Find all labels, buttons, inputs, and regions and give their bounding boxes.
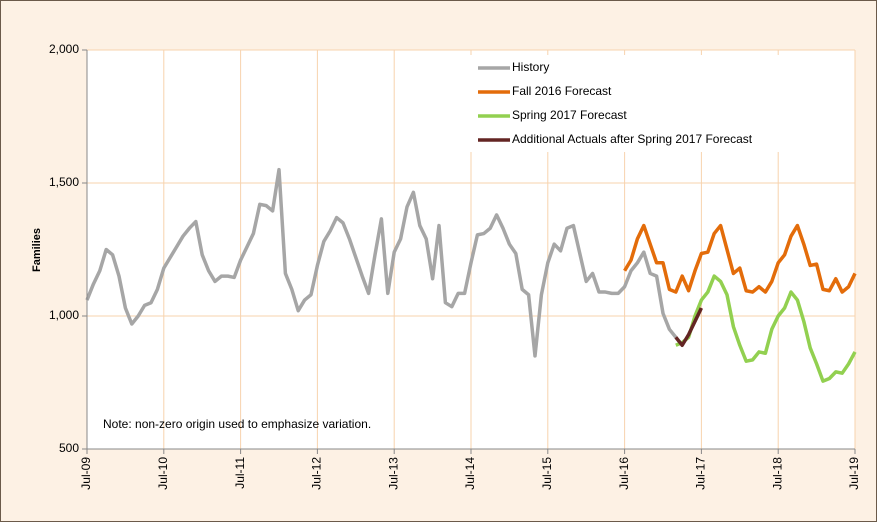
series-line — [85, 167, 678, 358]
x-tick-label: Jul-09 — [79, 457, 93, 490]
legend-label: Additional Actuals after Spring 2017 For… — [512, 132, 753, 146]
legend-label: Spring 2017 Forecast — [512, 108, 627, 122]
legend-label: History — [512, 60, 549, 74]
series-line — [674, 307, 703, 348]
x-tick-label: Jul-10 — [156, 457, 170, 490]
legend-label: Fall 2016 Forecast — [512, 84, 612, 98]
x-tick-label: Jul-19 — [847, 457, 861, 490]
x-tick-label: Jul-18 — [770, 457, 784, 490]
y-tick-label: 1,000 — [49, 308, 79, 322]
series-line — [623, 223, 857, 294]
x-tick-label: Jul-12 — [310, 457, 324, 490]
x-tick-label: Jul-14 — [463, 457, 477, 490]
legend: History Fall 2016 Forecast Spring 2017 For… — [478, 60, 753, 146]
x-tick-label: Jul-16 — [617, 457, 631, 490]
y-tick-label: 1,500 — [49, 175, 79, 189]
y-tick-label: 2,000 — [49, 42, 79, 56]
y-axis-label: Families — [31, 228, 43, 272]
y-tick-label: 500 — [59, 441, 79, 455]
x-tick-label: Jul-11 — [233, 457, 247, 489]
x-tick-label: Jul-15 — [540, 457, 554, 490]
x-tick-label: Jul-13 — [386, 457, 400, 490]
annotation: Note: non-zero origin used to emphasize … — [103, 417, 371, 431]
axes: 500 1,000 1,500 2,000 Jul-09 Jul-10 Jul-11 Jul-… — [49, 42, 861, 490]
lines — [85, 167, 857, 383]
series-line — [675, 274, 857, 383]
x-tick-label: Jul-17 — [694, 457, 708, 490]
legend-box — [447, 55, 828, 152]
